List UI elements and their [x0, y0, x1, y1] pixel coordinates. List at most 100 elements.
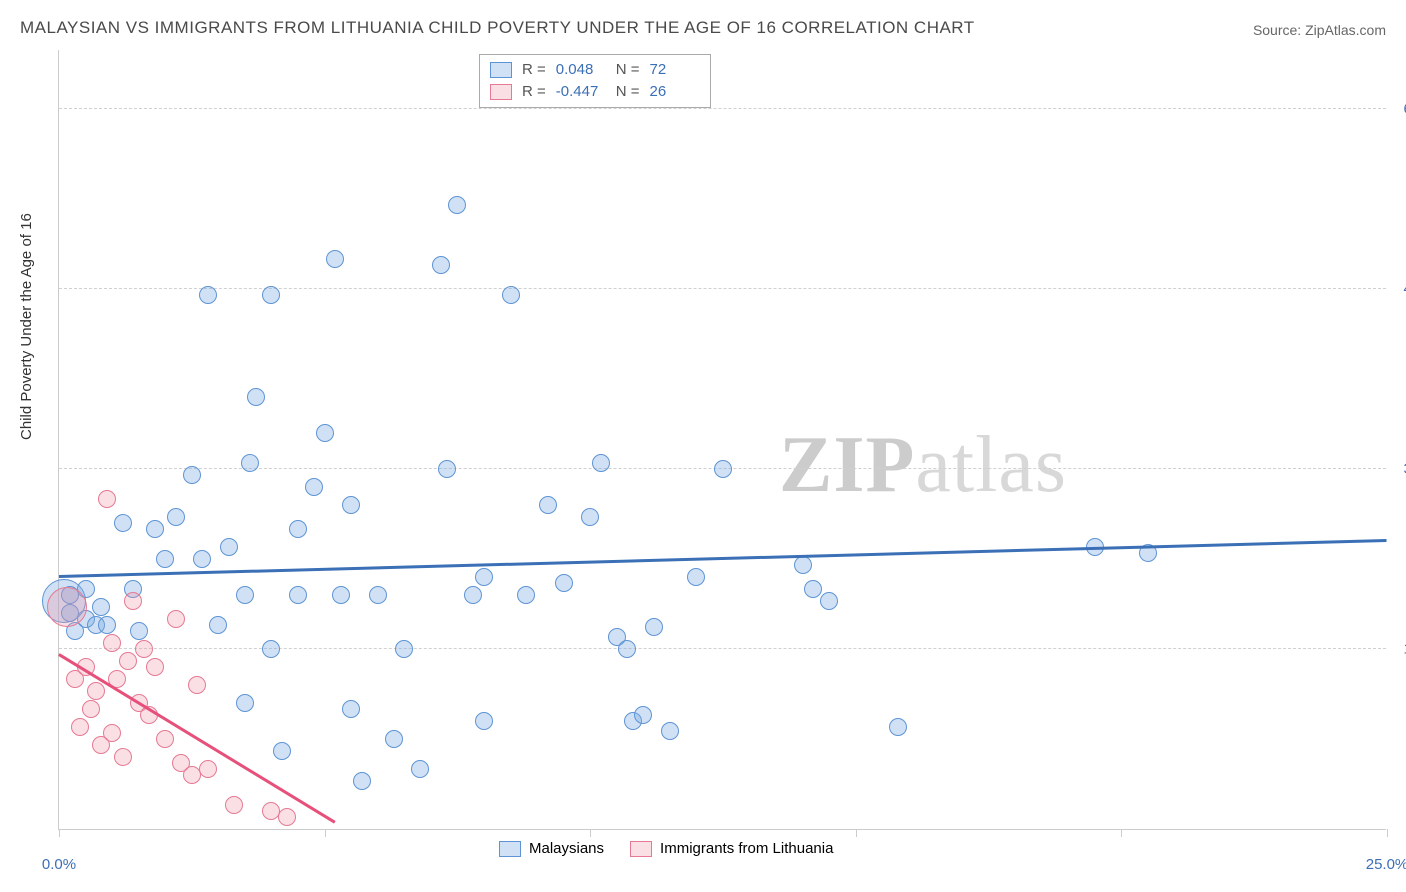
scatter-point: [183, 466, 201, 484]
scatter-point: [889, 718, 907, 736]
scatter-point: [71, 718, 89, 736]
scatter-point: [820, 592, 838, 610]
trend-line: [59, 539, 1387, 577]
scatter-point: [539, 496, 557, 514]
r-label: R =: [522, 81, 546, 103]
watermark-prefix: ZIP: [779, 421, 915, 509]
scatter-point: [124, 592, 142, 610]
scatter-point: [661, 722, 679, 740]
scatter-point: [278, 808, 296, 826]
scatter-point: [794, 556, 812, 574]
scatter-point: [247, 388, 265, 406]
watermark-suffix: atlas: [915, 421, 1067, 509]
scatter-point: [114, 514, 132, 532]
n-value-lithuania: 26: [650, 81, 700, 103]
scatter-point: [236, 586, 254, 604]
gridline-h: [59, 648, 1386, 649]
scatter-point: [87, 682, 105, 700]
chart-plot-area: ZIPatlas R = 0.048 N = 72 R = -0.447 N =…: [58, 50, 1386, 830]
stats-row-malaysians: R = 0.048 N = 72: [490, 59, 700, 81]
x-tick: [590, 829, 591, 837]
scatter-point: [804, 580, 822, 598]
scatter-point: [167, 508, 185, 526]
scatter-point: [634, 706, 652, 724]
scatter-point: [332, 586, 350, 604]
scatter-point: [714, 460, 732, 478]
swatch-blue: [490, 62, 512, 78]
scatter-point: [193, 550, 211, 568]
scatter-point: [130, 622, 148, 640]
scatter-point: [581, 508, 599, 526]
scatter-point: [188, 676, 206, 694]
scatter-point: [305, 478, 323, 496]
scatter-point: [98, 616, 116, 634]
n-value-malaysians: 72: [650, 59, 700, 81]
scatter-point: [475, 568, 493, 586]
scatter-point: [114, 748, 132, 766]
scatter-point: [209, 616, 227, 634]
scatter-point: [199, 286, 217, 304]
scatter-point: [236, 694, 254, 712]
scatter-point: [262, 286, 280, 304]
scatter-point: [432, 256, 450, 274]
y-axis-label: Child Poverty Under the Age of 16: [18, 213, 35, 440]
scatter-point: [326, 250, 344, 268]
swatch-pink: [490, 84, 512, 100]
scatter-point: [146, 520, 164, 538]
scatter-point: [199, 760, 217, 778]
scatter-point: [316, 424, 334, 442]
x-tick: [856, 829, 857, 837]
scatter-point: [353, 772, 371, 790]
scatter-point: [103, 634, 121, 652]
scatter-point: [618, 640, 636, 658]
scatter-point: [103, 724, 121, 742]
legend-label-lithuania: Immigrants from Lithuania: [660, 840, 833, 857]
scatter-point: [273, 742, 291, 760]
scatter-point: [92, 598, 110, 616]
x-tick: [325, 829, 326, 837]
scatter-point: [555, 574, 573, 592]
watermark: ZIPatlas: [779, 420, 1067, 511]
scatter-point: [289, 586, 307, 604]
scatter-point: [687, 568, 705, 586]
scatter-point: [395, 640, 413, 658]
scatter-point: [146, 658, 164, 676]
scatter-point: [119, 652, 137, 670]
scatter-point: [289, 520, 307, 538]
scatter-point: [517, 586, 535, 604]
scatter-point: [156, 550, 174, 568]
legend-swatch-pink: [630, 841, 652, 857]
scatter-point: [342, 700, 360, 718]
x-tick: [1387, 829, 1388, 837]
scatter-point: [502, 286, 520, 304]
x-tick: [1121, 829, 1122, 837]
r-label: R =: [522, 59, 546, 81]
x-tick-label: 25.0%: [1366, 856, 1406, 873]
gridline-h: [59, 288, 1386, 289]
scatter-point: [82, 700, 100, 718]
legend-swatch-blue: [499, 841, 521, 857]
scatter-point: [385, 730, 403, 748]
gridline-h: [59, 108, 1386, 109]
x-tick: [59, 829, 60, 837]
stats-legend: R = 0.048 N = 72 R = -0.447 N = 26: [479, 54, 711, 108]
scatter-point: [262, 640, 280, 658]
scatter-point: [167, 610, 185, 628]
legend-item-lithuania: Immigrants from Lithuania: [630, 840, 833, 857]
scatter-point: [225, 796, 243, 814]
r-value-malaysians: 0.048: [556, 59, 606, 81]
scatter-point: [342, 496, 360, 514]
scatter-point: [438, 460, 456, 478]
chart-title: MALAYSIAN VS IMMIGRANTS FROM LITHUANIA C…: [20, 18, 975, 38]
scatter-point: [156, 730, 174, 748]
source-attribution: Source: ZipAtlas.com: [1253, 22, 1386, 38]
scatter-point: [592, 454, 610, 472]
scatter-point: [645, 618, 663, 636]
scatter-point: [98, 490, 116, 508]
scatter-point: [464, 586, 482, 604]
scatter-point: [448, 196, 466, 214]
scatter-point: [220, 538, 238, 556]
scatter-point: [241, 454, 259, 472]
scatter-point: [369, 586, 387, 604]
stats-row-lithuania: R = -0.447 N = 26: [490, 81, 700, 103]
